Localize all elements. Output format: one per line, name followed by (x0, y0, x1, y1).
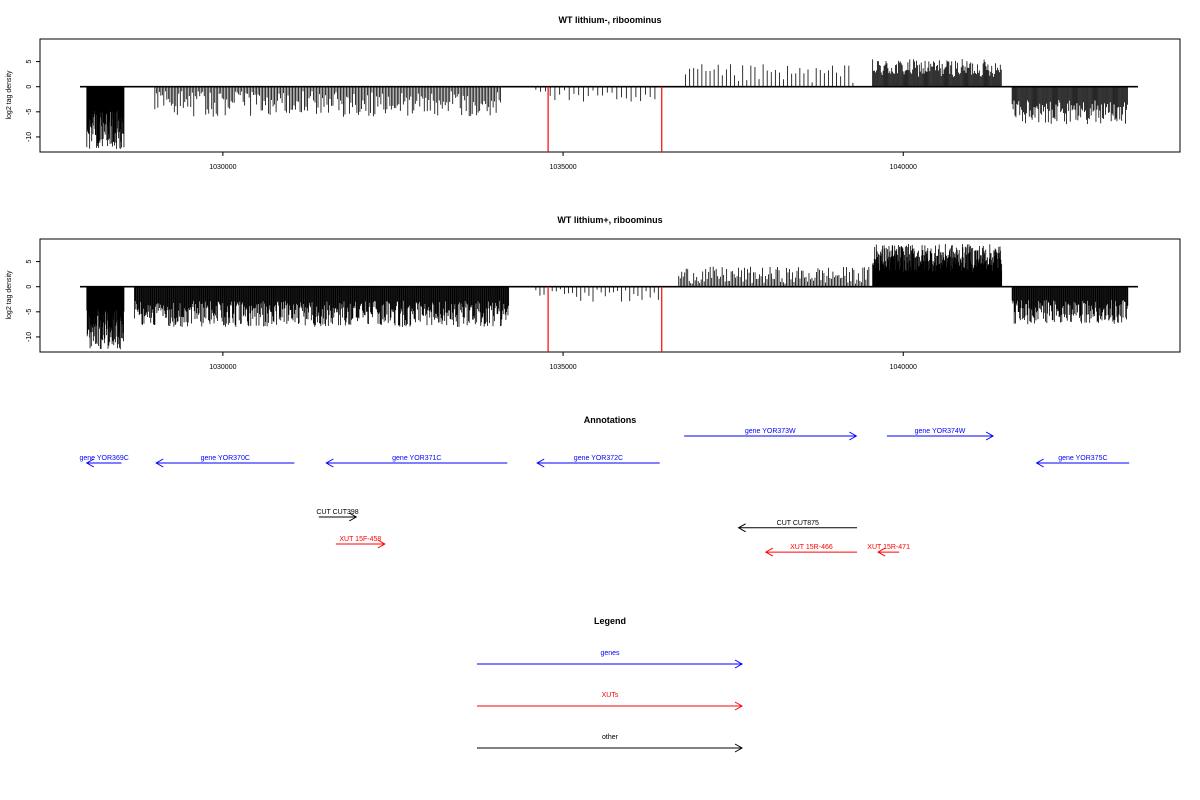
y-axis: 5 0 -5 -10 (26, 260, 40, 342)
track-panel-lithium-plus: WT lithium+, riboominus 50-5-10 1030000 1… (6, 215, 1181, 371)
legend-title: Legend (594, 616, 626, 626)
feature-arrow (155, 458, 295, 468)
feature-label: gene YOR374W (915, 428, 966, 435)
x-tick-label: 1040000 (890, 164, 917, 171)
y-tick-label: 0 (26, 285, 33, 289)
x-tick-label: 1030000 (209, 364, 236, 371)
feature-label: gene YOR372C (574, 455, 623, 462)
track-panel-lithium-minus: WT lithium-, riboominus 50-5-10 1030000 1… (6, 15, 1181, 171)
feature-arrow (684, 431, 858, 441)
plot-frame (39, 238, 1181, 353)
plot-frame (39, 38, 1181, 153)
feature-arrow (737, 523, 858, 533)
y-tick-label: -5 (26, 109, 33, 115)
feature-label: gene YOR373W (745, 428, 796, 435)
x-tick-label: 1035000 (549, 364, 576, 371)
bars-layer (80, 244, 1138, 350)
markers-layer (547, 286, 663, 352)
feature-label: gene YOR371C (392, 455, 441, 462)
feature-label: gene YOR375C (1058, 455, 1107, 462)
legend-arrow (477, 659, 744, 669)
y-tick-label: -10 (26, 332, 33, 342)
feature-arrow (85, 458, 122, 468)
x-tick-label: 1040000 (890, 364, 917, 371)
feature-label: gene YOR369C (80, 455, 129, 462)
legend-entries: genes XUTs other (477, 650, 744, 753)
feature-arrow (335, 539, 386, 549)
feature-label: XUT 15R-466 (790, 544, 833, 551)
feature-arrow (536, 458, 660, 468)
legend-label: genes (600, 650, 620, 657)
annotations-section: Annotations gene YOR369C gene YOR370C gene… (80, 415, 1130, 557)
legend-label: XUTs (602, 692, 619, 699)
legend-arrow (477, 701, 744, 711)
features-layer: gene YOR369C gene YOR370C gene YOR371C gene… (80, 428, 1130, 557)
x-tick-label: 1035000 (549, 164, 576, 171)
markers-layer (547, 86, 663, 152)
feature-arrow (877, 547, 900, 557)
y-tick-label: -5 (26, 309, 33, 315)
feature-label: CUT CUT875 (777, 520, 819, 527)
y-tick-label: 5 (26, 60, 33, 64)
y-axis-label: log2 tag density (6, 270, 13, 320)
y-axis-label: log2 tag density (6, 70, 13, 120)
panel-title: WT lithium+, riboominus (557, 215, 662, 225)
legend-section: Legend genes XUTs other (477, 616, 744, 753)
x-axis: 1030000 1035000 1040000 (209, 352, 917, 371)
x-tick-label: 1030000 (209, 164, 236, 171)
feature-arrow (764, 547, 858, 557)
legend-arrow (477, 743, 744, 753)
panel-title: WT lithium-, riboominus (559, 15, 662, 25)
feature-arrow (1035, 458, 1130, 468)
feature-arrow (886, 431, 995, 441)
y-axis: 5 0 -5 -10 (26, 60, 40, 142)
bars-layer (80, 59, 1138, 149)
feature-label: CUT CUT398 (316, 509, 358, 516)
legend-label: other (602, 734, 619, 741)
feature-label: XUT 15R-471 (867, 544, 910, 551)
feature-arrow (318, 512, 358, 522)
annotations-title: Annotations (584, 415, 637, 425)
feature-label: XUT 15F-458 (339, 536, 381, 543)
feature-arrow (325, 458, 508, 468)
y-tick-label: 0 (26, 85, 33, 89)
feature-label: gene YOR370C (201, 455, 250, 462)
y-tick-label: 5 (26, 260, 33, 264)
y-tick-label: -10 (26, 132, 33, 142)
x-axis: 1030000 1035000 1040000 (209, 152, 917, 171)
